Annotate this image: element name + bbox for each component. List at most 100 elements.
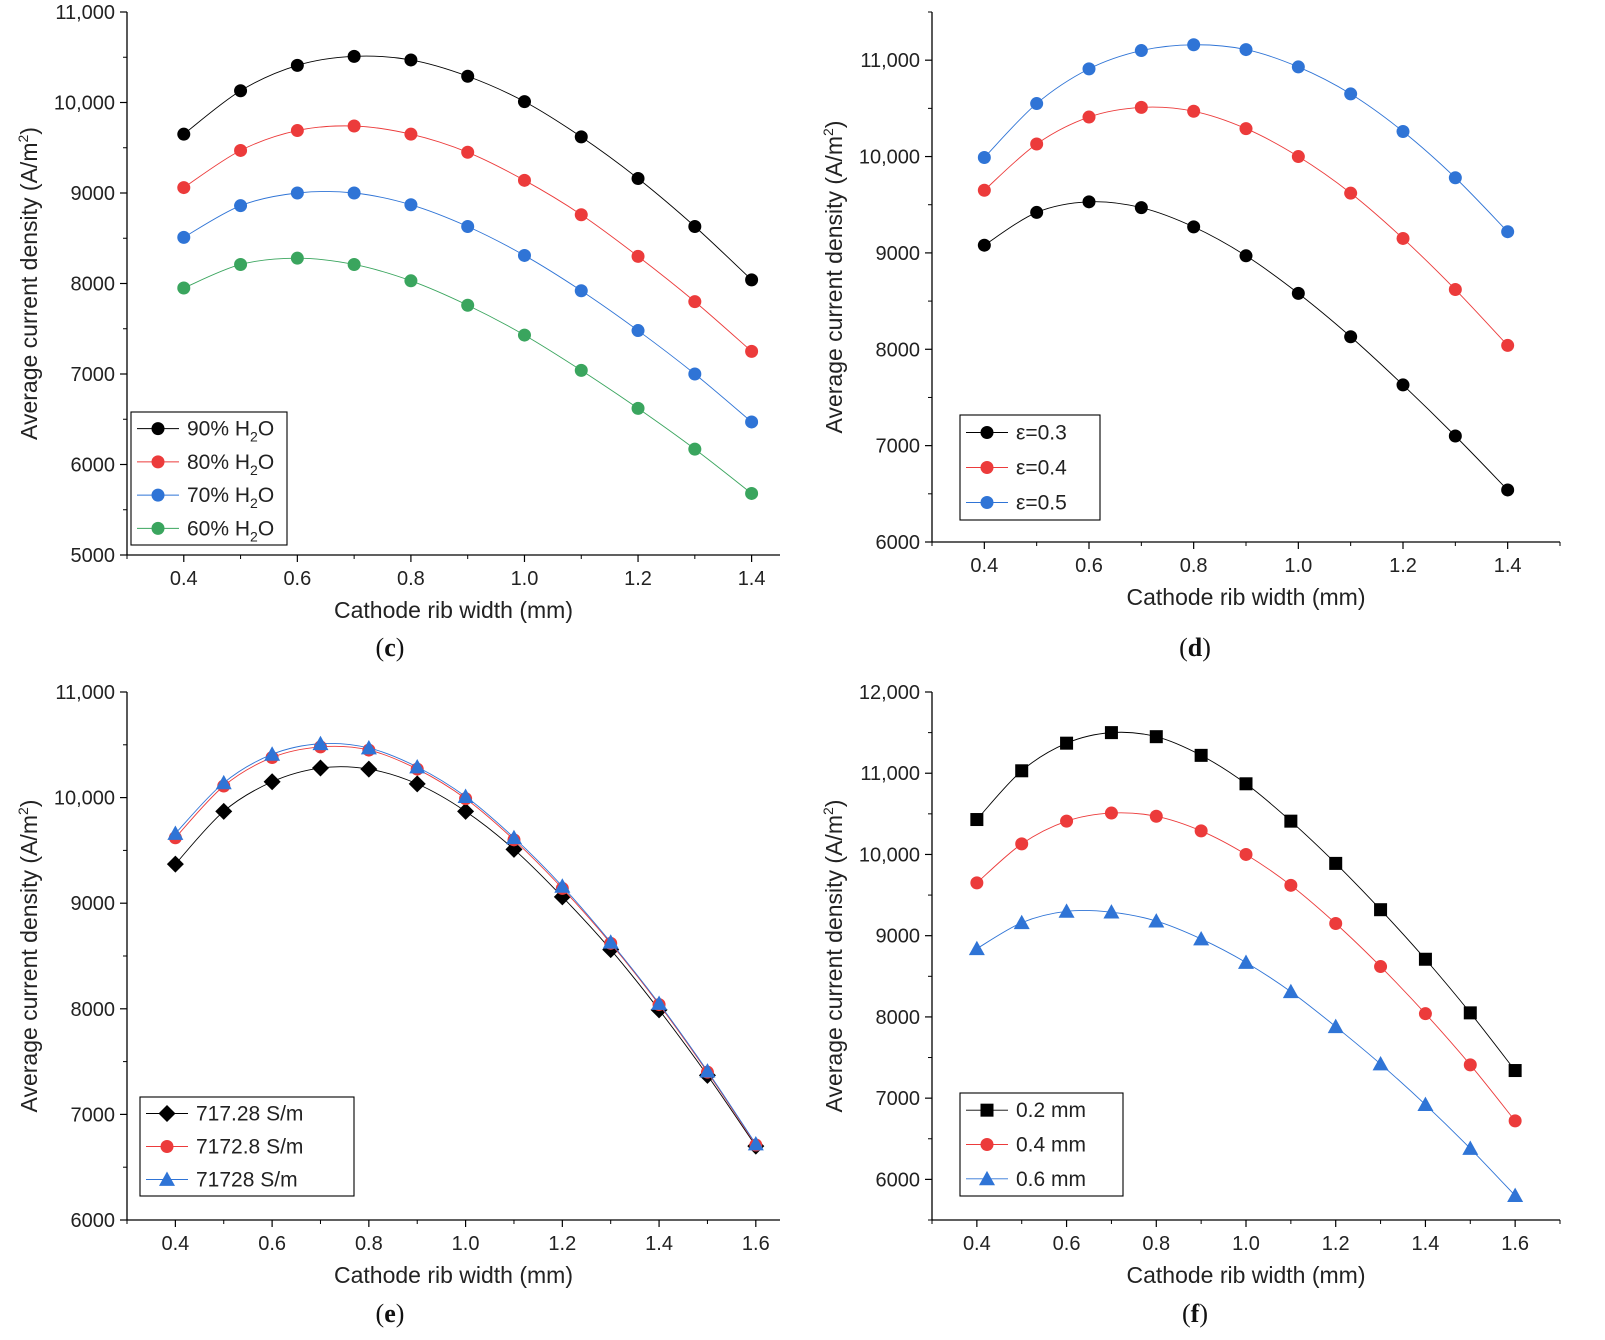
legend-marker: [160, 1140, 174, 1153]
data-point: [1501, 338, 1515, 352]
x-axis-title: Cathode rib width (mm): [1126, 584, 1365, 610]
y-tick-label: 9000: [876, 926, 921, 948]
legend-label: 717.28 S/m: [196, 1103, 303, 1126]
data-point: [1284, 878, 1298, 892]
legend-label: 60% H2O: [187, 517, 274, 544]
legend-marker: [151, 422, 165, 436]
data-point: [1448, 171, 1462, 185]
data-point: [177, 230, 191, 244]
y-tick-label: 7000: [71, 364, 116, 386]
y-tick-label: 6000: [876, 1169, 921, 1191]
series-line: [183, 257, 752, 494]
chart-panel-e: 6000 7000 8000 9000 10,000 11,000 0.4 0.6 0.8 1.0…: [15, 682, 780, 1328]
x-tick-label: 1.0: [1284, 555, 1312, 577]
data-point: [977, 151, 991, 165]
x-tick-label: 0.4: [970, 555, 998, 577]
y-tick-label: 11,000: [860, 763, 920, 785]
data-point: [970, 876, 984, 890]
data-point: [234, 257, 248, 271]
data-point: [1187, 104, 1201, 118]
data-point: [1448, 429, 1462, 443]
legend-label: 70% H2O: [187, 484, 274, 511]
x-tick-label: 1.2: [548, 1233, 576, 1255]
x-tick-label: 1.4: [1412, 1233, 1440, 1255]
x-tick-label: 1.2: [1322, 1233, 1350, 1255]
y-axis-title: Average current density (A/m2): [15, 800, 42, 1113]
legend-label: ε=0.4: [1016, 457, 1067, 480]
data-point: [1282, 983, 1299, 999]
data-point: [1462, 1140, 1479, 1155]
y-axis-title: Average current density (A/m2): [820, 121, 847, 434]
legend-marker: [151, 455, 165, 469]
y-tick-label: 12,000: [859, 682, 920, 704]
data-point: [404, 53, 418, 67]
x-tick-label: 0.6: [1053, 1233, 1081, 1255]
data-point: [234, 143, 248, 157]
legend-label: 0.4 mm: [1016, 1134, 1086, 1157]
chart-panel-f: 6000 7000 8000 9000 10,000 11,000 12,000 0.4 0.6…: [820, 682, 1561, 1328]
data-point: [1284, 814, 1298, 828]
legend-marker: [158, 1105, 176, 1122]
y-tick-label: 11,000: [55, 2, 115, 24]
y-tick-label: 8000: [71, 274, 116, 296]
x-tick-label: 1.0: [511, 568, 539, 590]
x-tick-label: 0.4: [161, 1233, 189, 1255]
data-point: [1187, 38, 1201, 52]
x-tick-label: 0.4: [963, 1233, 991, 1255]
data-point: [457, 788, 474, 803]
data-point: [1239, 43, 1253, 57]
data-point: [290, 58, 304, 72]
x-tick-label: 1.4: [738, 568, 766, 590]
x-tick-label: 1.6: [742, 1233, 770, 1255]
data-point: [1148, 913, 1165, 928]
y-tick-label: 8000: [71, 999, 116, 1021]
data-point: [263, 773, 281, 791]
x-tick-label: 0.8: [355, 1233, 383, 1255]
data-point: [1372, 1056, 1389, 1071]
data-point: [215, 774, 232, 790]
data-point: [409, 758, 426, 774]
series-line: [183, 55, 752, 281]
data-point: [408, 775, 426, 793]
data-point: [631, 172, 645, 186]
y-tick-label: 6000: [71, 455, 116, 477]
data-point: [290, 124, 304, 138]
y-tick-label: 11,000: [860, 50, 920, 72]
data-point: [1501, 483, 1515, 497]
y-tick-label: 8000: [876, 1007, 921, 1029]
legend-marker: [159, 1171, 175, 1186]
data-point: [177, 181, 191, 195]
data-point: [177, 127, 191, 141]
data-point: [461, 69, 475, 83]
data-point: [1344, 186, 1358, 200]
data-point: [1329, 856, 1343, 870]
data-point: [688, 367, 702, 381]
y-tick-label: 9000: [71, 183, 116, 205]
data-point: [505, 829, 522, 845]
y-tick-label: 7000: [71, 1104, 116, 1126]
data-point: [1396, 378, 1410, 392]
data-point: [312, 735, 329, 751]
data-point: [688, 219, 702, 233]
y-axis-title: Average current density (A/m2): [15, 127, 42, 440]
data-point: [234, 199, 248, 213]
data-point: [461, 145, 475, 159]
data-point: [1030, 205, 1044, 219]
data-point: [1239, 847, 1253, 861]
data-point: [347, 119, 361, 133]
data-point: [1149, 730, 1163, 744]
data-point: [347, 186, 361, 200]
data-point: [1013, 914, 1030, 930]
data-point: [1344, 330, 1358, 344]
data-point: [1239, 249, 1253, 263]
data-point: [1291, 150, 1305, 164]
series-line: [183, 125, 752, 352]
series-line: [984, 201, 1508, 491]
data-point: [1418, 1007, 1432, 1021]
x-tick-label: 0.8: [1142, 1233, 1170, 1255]
data-point: [1134, 100, 1148, 114]
data-point: [1015, 764, 1029, 778]
data-point: [1374, 960, 1388, 974]
data-point: [290, 186, 304, 200]
data-point: [1396, 231, 1410, 245]
